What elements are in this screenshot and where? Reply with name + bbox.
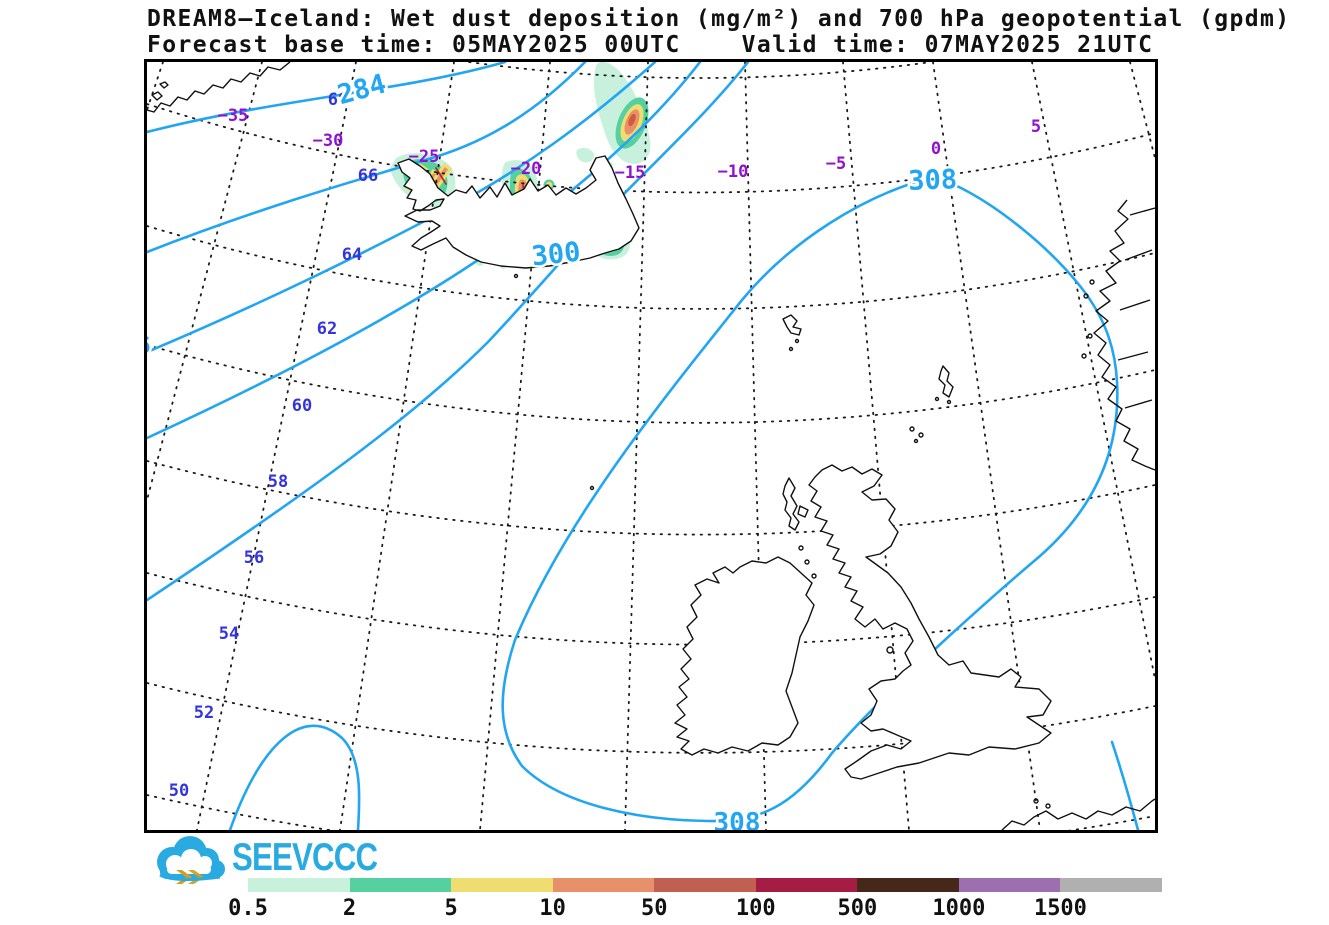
scale-segment <box>451 878 554 892</box>
scale-segment <box>857 878 960 892</box>
geopotential-contours <box>147 62 1140 830</box>
lat-labels-item: 54 <box>219 624 239 644</box>
scale-segment <box>248 878 351 892</box>
scale-tick-label: 100 <box>735 896 776 921</box>
map-subtitle-times: Forecast base time: 05MAY2025 00UTC Vali… <box>147 32 1154 58</box>
lon-labels-item: −5 <box>826 154 846 174</box>
latitude-labels: 68 66 64 62 60 58 56 54 52 50 <box>169 90 378 801</box>
contour-labels-item: 284 <box>334 69 389 112</box>
scale-segment <box>349 878 452 892</box>
cloud-logo-icon <box>157 836 225 884</box>
lat-labels-item: 52 <box>194 703 214 723</box>
scale-tick-label: 2 <box>342 896 357 921</box>
scale-tick-label: 500 <box>837 896 878 921</box>
scale-tick-label: 10 <box>539 896 566 921</box>
ireland-coast <box>674 556 815 756</box>
longitude-labels: −35 −30 −25 −20 −15 −10 −5 0 5 <box>218 106 1041 183</box>
scale-tick-label: 1500 <box>1033 896 1087 921</box>
scale-tick-label: 0.5 <box>228 896 268 921</box>
scale-segment <box>1060 878 1163 892</box>
contour-labels-item: 308 <box>714 808 761 830</box>
faroe-islands <box>782 314 802 336</box>
lat-labels-item: 68 <box>328 90 348 110</box>
shetland <box>938 365 954 398</box>
map-title: DREAM8–Iceland: Wet dust deposition (mg/… <box>147 6 1291 32</box>
contour-labels-item: 6 <box>147 334 151 359</box>
seevccc-logo: SEEVCCC <box>148 834 378 890</box>
lat-labels-item: 60 <box>292 396 312 416</box>
scale-segment <box>755 878 858 892</box>
lon-labels-item: −25 <box>409 147 440 167</box>
great-britain-coast <box>808 464 1052 780</box>
france-coast <box>1001 798 1155 830</box>
map-frame: 68 66 64 62 60 58 56 54 52 50 −35 −30 −25 −20 −15 −10−… <box>144 59 1158 833</box>
logo-wordmark: SEEVCCC <box>232 836 378 879</box>
lon-labels-item: −15 <box>615 163 646 183</box>
scale-segment <box>654 878 757 892</box>
lon-labels-item: 5 <box>1031 117 1041 137</box>
lon-labels-item: 0 <box>931 139 941 159</box>
lat-labels-item: 62 <box>317 319 337 339</box>
greenland-coast <box>147 62 291 113</box>
scale-segment <box>552 878 655 892</box>
contour-labels-item: 300 <box>530 237 582 273</box>
lat-labels-item: 56 <box>244 548 264 568</box>
lat-labels-item: 50 <box>169 781 189 801</box>
lon-labels-item: −20 <box>511 159 542 179</box>
lon-labels-item: −10 <box>718 162 749 182</box>
hebrides <box>782 477 800 531</box>
contour-labels-item: 308 <box>908 164 958 197</box>
norway-coast <box>1093 199 1155 471</box>
lat-labels-item: 66 <box>358 166 378 186</box>
scale-tick-label: 1000 <box>932 896 986 921</box>
scale-tick-label: 5 <box>444 896 458 921</box>
scale-segment <box>958 878 1061 892</box>
coastlines <box>147 62 1155 830</box>
iceland-coast <box>397 155 640 269</box>
lat-labels-item: 58 <box>268 472 288 492</box>
lon-labels-item: −35 <box>218 106 249 126</box>
lon-labels-item: −30 <box>313 131 344 151</box>
lat-labels-item: 64 <box>342 245 362 265</box>
logo-arrow-icon <box>176 870 204 884</box>
scale-tick-label: 50 <box>640 896 668 921</box>
